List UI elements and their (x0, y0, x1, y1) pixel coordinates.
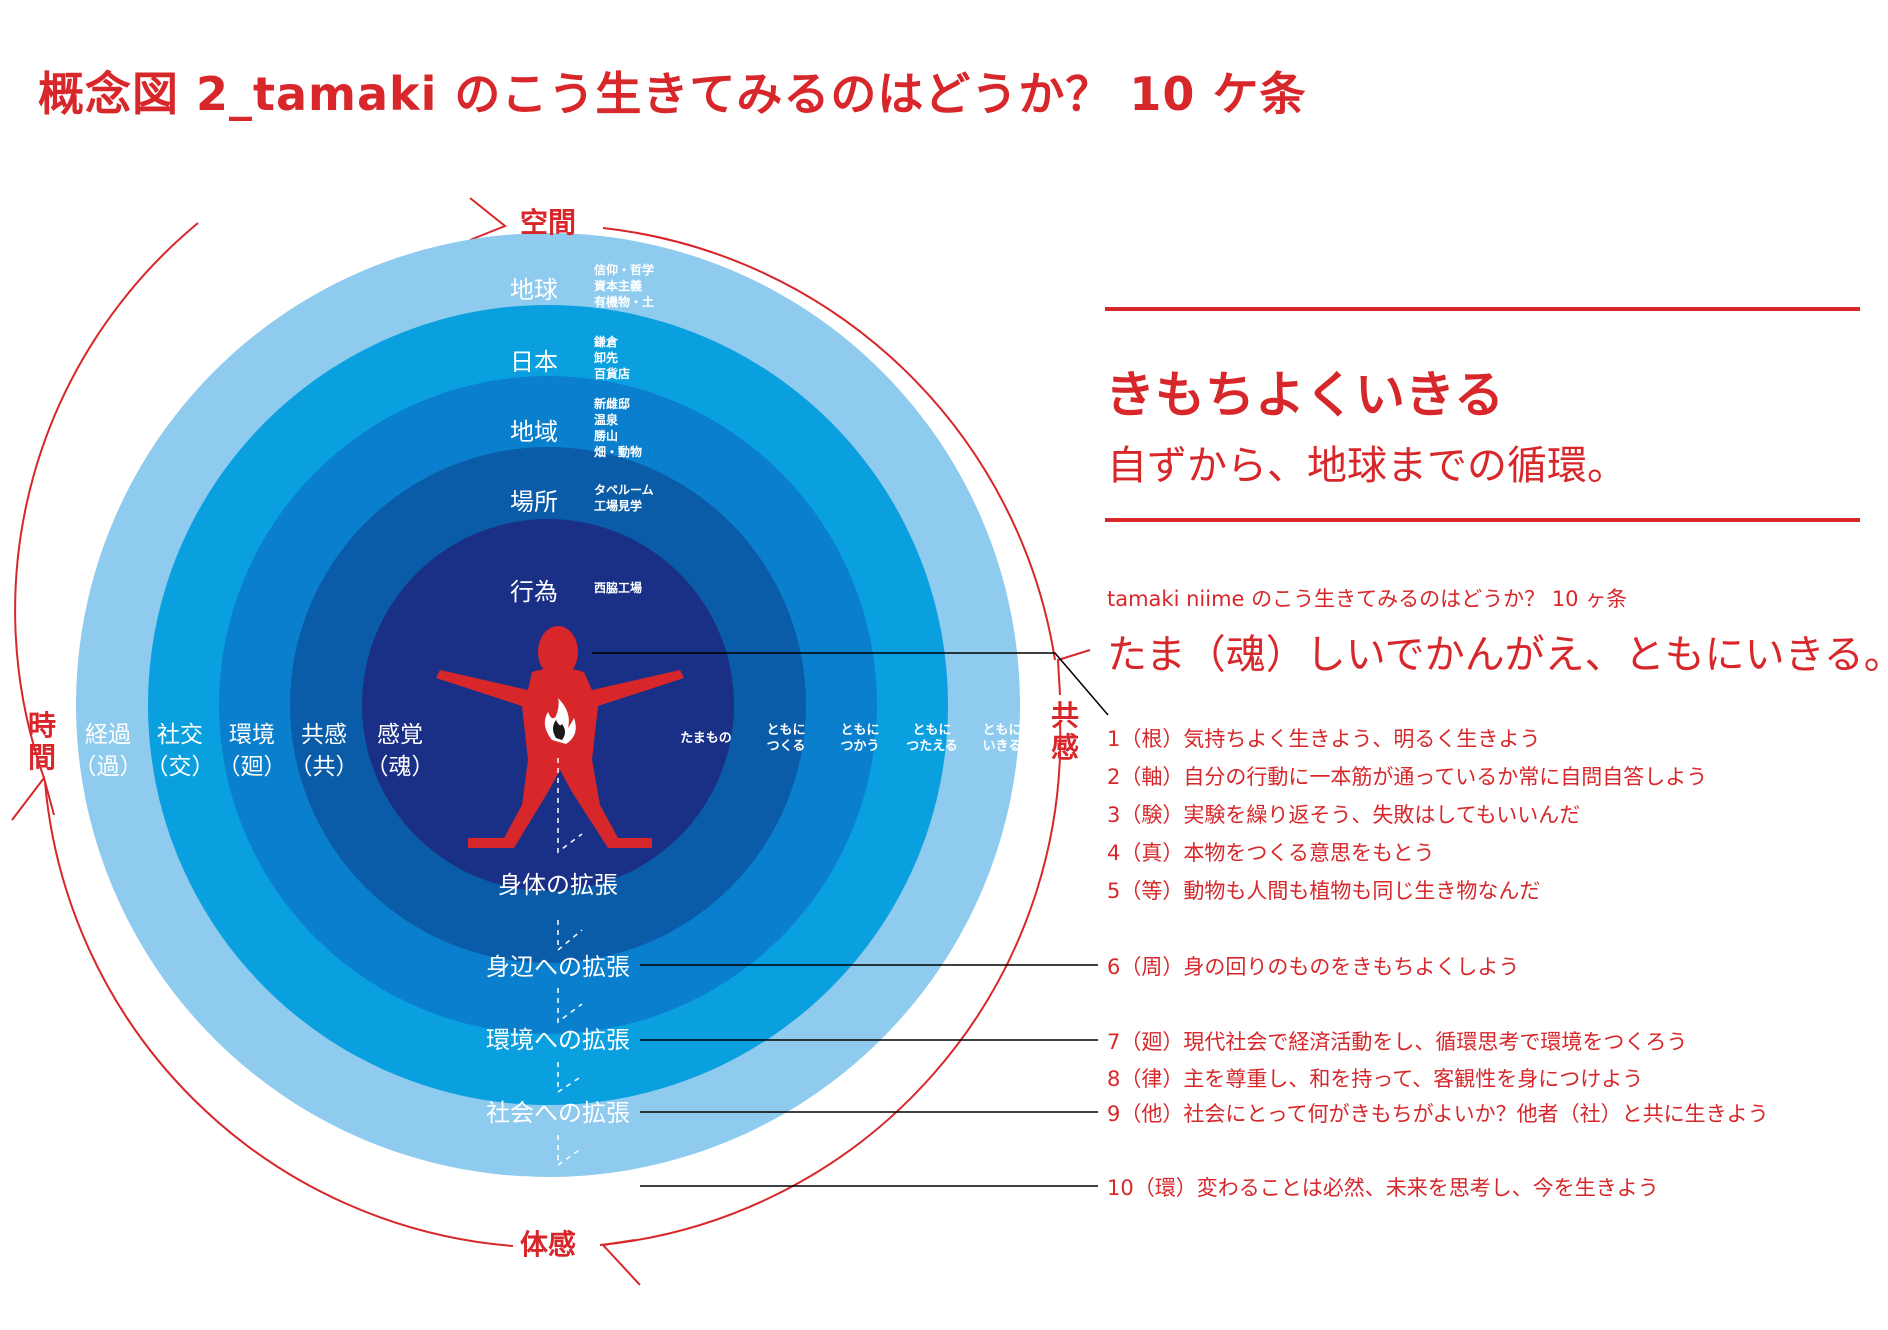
ring-right-label-sub: つたえる (906, 739, 958, 754)
ring-right-label: ともに (766, 723, 805, 738)
ring-label: 場所 (510, 488, 558, 516)
expansion-label: 環境への拡張 (486, 1026, 630, 1054)
ring-left-label: 共感 (301, 722, 347, 748)
ring-note: 工場見学 (594, 498, 642, 513)
ring-label: 地球 (510, 276, 558, 304)
ring-note: 西脇工場 (594, 580, 642, 595)
principle-item: 7（廻）現代社会で経済活動をし、循環思考で環境をつくろう (1107, 1030, 1688, 1054)
list-slogan: たま（魂）しいでかんがえ、ともにいきる。 (1107, 632, 1888, 678)
flame-icon (544, 698, 576, 744)
ring-note: 鎌倉 (593, 334, 619, 349)
orbit-arc-top-right (602, 227, 1056, 661)
ring-note: 卸先 (594, 350, 618, 365)
arrow-right-icon (1056, 649, 1091, 696)
ring-left-label-sub: （過） (74, 754, 143, 780)
principle-item: 6（周）身の回りのものをきもちよくしよう (1107, 955, 1520, 979)
rule-bottom (1105, 518, 1860, 522)
ring-right-label-sub: つかう (840, 739, 879, 754)
compass-left-char: 時 (28, 709, 56, 742)
arrow-left-icon (11, 775, 55, 821)
ring-right-label: ともに (840, 723, 879, 738)
ring-note: 有機物・土 (594, 294, 654, 309)
arrow-top-icon (469, 197, 507, 241)
compass-left: 時 間 (28, 709, 56, 774)
compass-right-char: 共 (1051, 699, 1079, 732)
arrow-bottom-icon (600, 1239, 641, 1286)
ring-left-labels: 経過 （過） 社交 （交） 環境 （廻） 共感 （共） 感覚 （魂） (74, 722, 435, 780)
principle-item: 4（真）本物をつくる意思をもとう (1107, 841, 1435, 865)
ring-left-label: 感覚 (377, 722, 423, 748)
ring-note: 新雌邸 (594, 396, 630, 411)
ring-note: 畑・動物 (594, 444, 642, 459)
principle-item: 2（軸）自分の行動に一本筋が通っているか常に自問自答しよう (1107, 765, 1708, 789)
principle-item: 5（等）動物も人間も植物も同じ生き物なんだ (1107, 879, 1541, 903)
orbit-arc-bottom-right (599, 719, 1062, 1246)
ring-note: 勝山 (594, 428, 618, 443)
ring-left-label-sub: （共） (290, 754, 359, 780)
ring-label: 地域 (510, 418, 558, 446)
ring-note: 温泉 (594, 412, 619, 427)
ring-left-label-sub: （廻） (218, 754, 287, 780)
orbit-arc-bottom-left (44, 781, 514, 1247)
ring-right-label-sub: つくる (767, 739, 806, 754)
leader-lines (592, 652, 1109, 1187)
ring-right-label: たまもの (680, 731, 732, 746)
page-title: 概念図 2_tamaki のこう生きてみるのはどうか？ 10 ケ条 (38, 67, 1307, 121)
ring-right-label: ともに (982, 723, 1021, 738)
compass-top: 空間 (520, 206, 576, 239)
principle-item: 10（環）変わることは必然、未来を思考し、今を生きよう (1107, 1176, 1659, 1200)
ring-note: 百貨店 (594, 366, 630, 381)
principle-item: 8（律）主を尊重し、和を持って、客観性を身につけよう (1107, 1067, 1644, 1091)
motto-heading: きもちよくいきる (1105, 366, 1504, 424)
ring-note: タペルーム (594, 483, 654, 497)
principle-item: 9（他）社会にとって何がきもちがよいか？他者（社）と共に生きよう (1107, 1102, 1769, 1126)
compass-left-char: 間 (28, 741, 56, 774)
expansion-label: 身辺への拡張 (486, 953, 630, 981)
ring-label: 行為 (510, 578, 558, 606)
motto-subheading: 自ずから、地球までの循環。 (1107, 443, 1627, 489)
rule-top (1105, 307, 1860, 311)
ring-label: 日本 (510, 348, 558, 376)
list-title: tamaki niime のこう生きてみるのはどうか？ 10 ヶ条 (1107, 587, 1628, 611)
orbit-arc-top-left (14, 222, 199, 779)
compass-right-char: 感 (1051, 731, 1079, 764)
expansion-label: 社会への拡張 (486, 1099, 630, 1127)
ring-right-label: ともに (912, 723, 951, 738)
compass-right: 共 感 (1051, 699, 1079, 764)
compass-bottom: 体感 (520, 1228, 576, 1261)
dashed-connectors (557, 758, 583, 1167)
ring-left-label-sub: （交） (146, 754, 215, 780)
principle-item: 3（験）実験を繰り返そう、失敗はしてもいいんだ (1107, 803, 1581, 827)
ring-left-label: 社交 (157, 722, 203, 748)
expansion-label: 身体の拡張 (498, 871, 618, 899)
ring-note: 資本主義 (594, 278, 642, 293)
human-figure-icon (436, 626, 684, 848)
expansion-label: 地球への拡張 (486, 1174, 630, 1202)
ring-left-label-sub: （魂） (366, 754, 435, 780)
ring-left-label: 経過 (85, 722, 131, 748)
ring-right-label-sub: いきる (983, 739, 1022, 754)
ring-note: 信仰・哲学 (594, 262, 654, 277)
ring-left-label: 環境 (229, 722, 275, 748)
principle-item: 1（根）気持ちよく生きよう、明るく生きよう (1107, 727, 1541, 751)
